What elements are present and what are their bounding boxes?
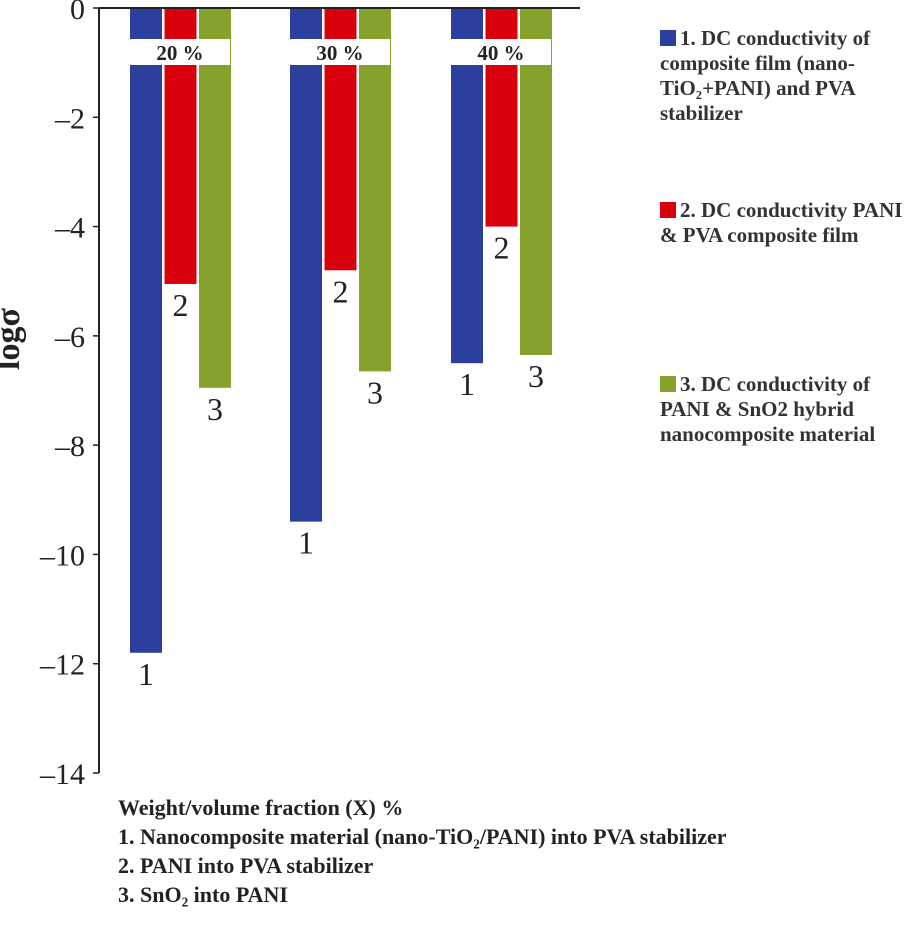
category-label-box (451, 39, 551, 65)
category-label: 20 % (156, 41, 203, 65)
y-tick-label: –14 (39, 758, 85, 791)
bar-label: 2 (173, 287, 189, 323)
legend-entry-2: 2. DC conductivity PANI & PVA composite … (660, 198, 919, 248)
bar-label: 3 (528, 358, 544, 394)
y-tick-label: –12 (39, 649, 85, 682)
bar-3-0 (199, 8, 231, 388)
bar-1-0 (130, 8, 162, 653)
category-label-box (130, 39, 230, 65)
legend-label: 2. DC conductivity PANI & PVA composite … (660, 198, 903, 247)
category-label-box (290, 39, 390, 65)
y-tick-label: 0 (70, 0, 85, 26)
bar-1-2 (451, 8, 483, 364)
note-1: 1. Nanocomposite material (nano-TiO₂/PAN… (118, 824, 727, 849)
bar-1-1 (290, 8, 322, 522)
y-tick-label: –4 (54, 212, 85, 245)
category-label: 40 % (477, 41, 524, 65)
bar-label: 2 (494, 230, 510, 266)
y-tick-label: –2 (54, 102, 85, 135)
bar-label: 1 (459, 366, 475, 402)
note-2: 2. PANI into PVA stabilizer (118, 853, 374, 878)
legend-swatch-red (660, 202, 676, 218)
x-axis-notes: Weight/volume fraction (X) % 1. Nanocomp… (118, 793, 727, 909)
bar-label: 1 (298, 525, 314, 561)
category-label: 30 % (316, 41, 363, 65)
x-axis-label: Weight/volume fraction (X) % (118, 795, 404, 820)
legend-label: 1. DC conductivity of composite film (na… (660, 26, 871, 125)
note-3: 3. SnO₂ into PANI (118, 882, 288, 907)
y-axis-label: logσ (0, 308, 27, 370)
bar-label: 3 (367, 374, 383, 410)
legend-swatch-green (660, 376, 676, 392)
y-tick-label: –6 (54, 321, 85, 354)
bar-label: 3 (207, 391, 223, 427)
legend-entry-3: 3. DC conductivity of PANI & SnO2 hybrid… (660, 372, 919, 447)
legend-entry-1: 1. DC conductivity of composite film (na… (660, 26, 919, 126)
bar-3-1 (359, 8, 391, 372)
legend-label: 3. DC conductivity of PANI & SnO2 hybrid… (660, 372, 876, 446)
y-tick-label: –8 (54, 430, 85, 463)
bar-label: 1 (138, 656, 154, 692)
y-tick-label: –10 (39, 539, 85, 572)
bar-label: 2 (333, 273, 349, 309)
bar-3-2 (520, 8, 552, 355)
legend-swatch-blue (660, 30, 676, 46)
